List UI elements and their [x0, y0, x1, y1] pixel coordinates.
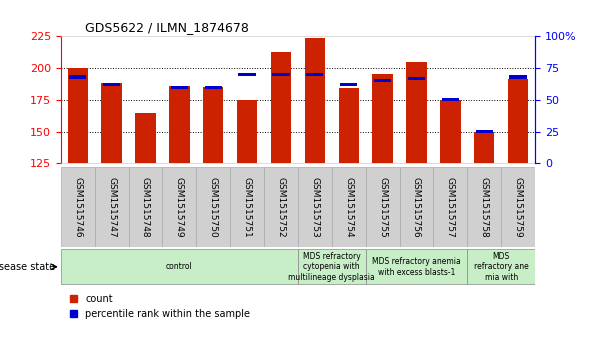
- Text: GSM1515755: GSM1515755: [378, 176, 387, 237]
- Bar: [69, 76, 86, 78]
- Bar: [339, 88, 359, 163]
- Bar: [271, 52, 291, 163]
- Bar: [373, 74, 393, 163]
- Text: GSM1515747: GSM1515747: [107, 176, 116, 237]
- Bar: [162, 167, 196, 247]
- Text: GSM1515751: GSM1515751: [243, 176, 252, 237]
- Bar: [264, 167, 298, 247]
- Legend: count, percentile rank within the sample: count, percentile rank within the sample: [66, 290, 254, 322]
- Bar: [171, 86, 188, 89]
- Bar: [374, 79, 391, 82]
- Bar: [340, 83, 358, 86]
- Bar: [298, 167, 332, 247]
- Bar: [306, 73, 323, 76]
- Text: GSM1515757: GSM1515757: [446, 176, 455, 237]
- Bar: [474, 131, 494, 163]
- Text: GSM1515754: GSM1515754: [344, 176, 353, 237]
- Bar: [67, 68, 88, 163]
- Bar: [305, 37, 325, 163]
- Bar: [230, 167, 264, 247]
- Bar: [475, 130, 493, 133]
- Bar: [468, 249, 535, 284]
- Bar: [196, 167, 230, 247]
- Text: MDS refractory
cytopenia with
multilineage dysplasia: MDS refractory cytopenia with multilinea…: [288, 252, 375, 282]
- Bar: [442, 98, 459, 101]
- Bar: [237, 100, 257, 163]
- Bar: [103, 83, 120, 86]
- Bar: [408, 77, 425, 80]
- Bar: [128, 167, 162, 247]
- Bar: [508, 79, 528, 163]
- Text: GDS5622 / ILMN_1874678: GDS5622 / ILMN_1874678: [85, 21, 249, 34]
- Bar: [332, 167, 365, 247]
- Text: GSM1515756: GSM1515756: [412, 176, 421, 237]
- Text: GSM1515758: GSM1515758: [480, 176, 489, 237]
- Bar: [440, 100, 460, 163]
- Text: GSM1515752: GSM1515752: [277, 176, 286, 237]
- Text: GSM1515748: GSM1515748: [141, 176, 150, 237]
- Text: MDS refractory anemia
with excess blasts-1: MDS refractory anemia with excess blasts…: [372, 257, 461, 277]
- Bar: [510, 76, 527, 78]
- Text: GSM1515750: GSM1515750: [209, 176, 218, 237]
- Bar: [203, 87, 223, 163]
- Bar: [136, 113, 156, 163]
- Text: MDS
refractory ane
mia with: MDS refractory ane mia with: [474, 252, 528, 282]
- Text: GSM1515749: GSM1515749: [175, 176, 184, 237]
- Bar: [95, 167, 128, 247]
- Bar: [399, 167, 434, 247]
- Bar: [501, 167, 535, 247]
- Bar: [169, 86, 190, 163]
- Bar: [434, 167, 468, 247]
- Bar: [205, 86, 222, 89]
- Bar: [272, 73, 289, 76]
- Bar: [298, 249, 365, 284]
- Bar: [61, 167, 95, 247]
- Bar: [238, 73, 256, 76]
- Text: control: control: [166, 262, 193, 271]
- Text: GSM1515753: GSM1515753: [310, 176, 319, 237]
- Text: disease state: disease state: [0, 262, 55, 272]
- Text: GSM1515746: GSM1515746: [73, 176, 82, 237]
- Bar: [406, 62, 427, 163]
- Bar: [61, 249, 298, 284]
- Text: GSM1515759: GSM1515759: [514, 176, 523, 237]
- Bar: [365, 167, 399, 247]
- Bar: [102, 83, 122, 163]
- Bar: [365, 249, 468, 284]
- Bar: [468, 167, 501, 247]
